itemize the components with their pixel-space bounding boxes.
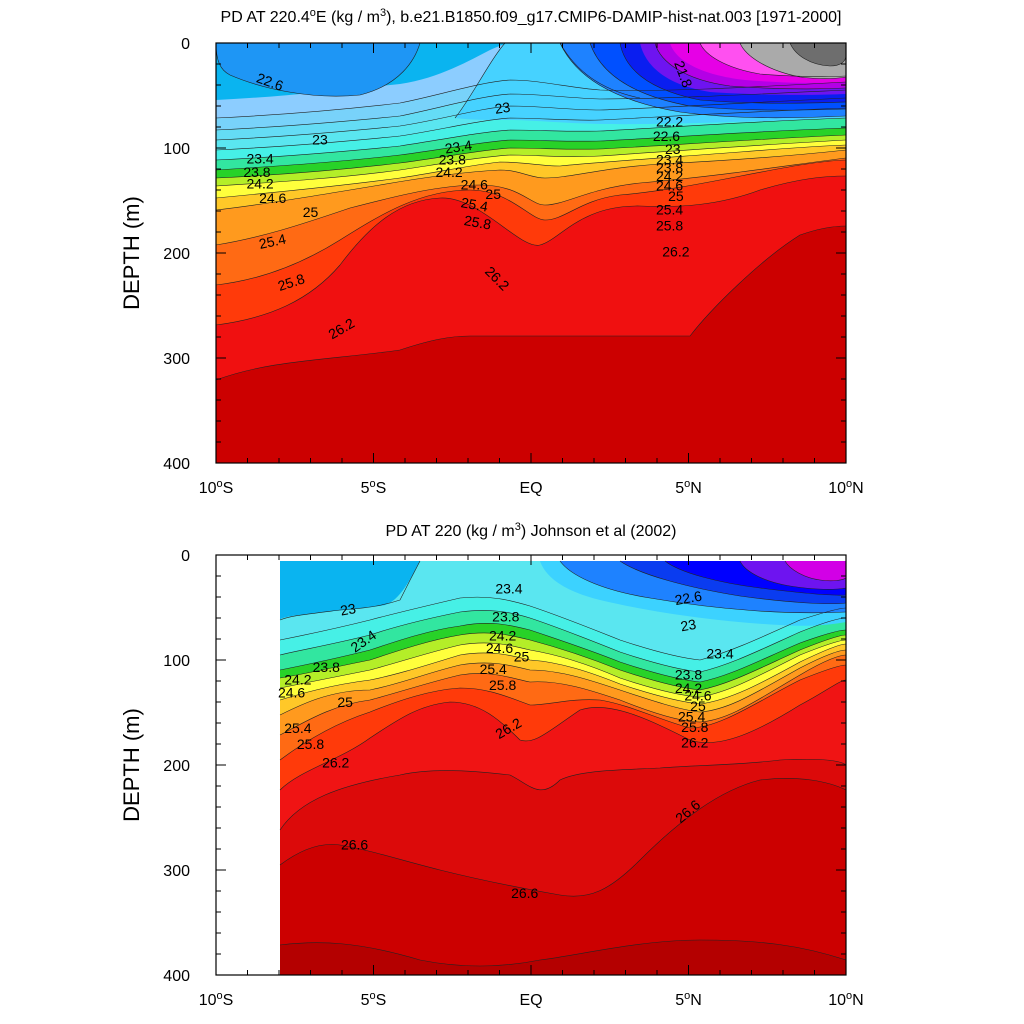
bottom-contour-label: 25.4 xyxy=(678,708,705,724)
bottom-x-tick-label: 10oN xyxy=(828,990,863,1009)
top-y-tick-label: 0 xyxy=(181,36,190,53)
top-x-tick-label: 5oS xyxy=(361,478,387,497)
bottom-x-tick-label: 10oS xyxy=(199,990,234,1009)
bottom-contour-label: 24.6 xyxy=(278,684,305,700)
bottom-x-tick-label: 5oS xyxy=(361,990,387,1009)
top-contour-label: 22.6 xyxy=(653,128,680,144)
bottom-contour-label: 22.6 xyxy=(673,588,703,609)
bottom-contour-label: 25.4 xyxy=(284,720,311,736)
bottom-y-tick-label: 400 xyxy=(163,968,190,985)
top-contour-label: 23 xyxy=(494,99,512,117)
bottom-contour-label: 23.8 xyxy=(675,666,702,682)
top-contour-labels: 22.6232323.423.824.224.62525.425.826.223… xyxy=(243,59,695,343)
bottom-panel: PD AT 220 (kg / m3) Johnson et al (2002) xyxy=(119,521,864,1009)
bottom-axes: 10oS 5oS EQ 5oN 10oN 0 100 200 300 400 xyxy=(163,548,863,1009)
top-contour-label: 25.8 xyxy=(656,217,683,233)
top-axes: 10oS 5oS EQ 5oN 10oN 0 100 200 300 400 xyxy=(163,36,863,497)
bottom-y-tick-label: 0 xyxy=(181,548,190,565)
bottom-contour-label: 23 xyxy=(339,600,357,618)
bottom-contour-label: 24.2 xyxy=(675,680,702,696)
bottom-contour-labels: 2323.423.824.224.62525.425.826.226.623.4… xyxy=(278,580,734,901)
top-panel-title: PD AT 220.4oE (kg / m3), b.e21.B1850.f09… xyxy=(221,7,842,26)
top-contour-label: 24.2 xyxy=(435,164,462,180)
bottom-x-tick-label: EQ xyxy=(519,992,542,1009)
top-contour-fill xyxy=(216,43,846,463)
bottom-x-tick-label: 5oN xyxy=(675,990,702,1009)
bband-cyan xyxy=(280,561,420,620)
bottom-contour-label: 25.4 xyxy=(480,661,507,677)
top-contour-label: 26.2 xyxy=(662,244,689,260)
top-contour-label: 23 xyxy=(312,131,328,147)
top-contour-label: 25 xyxy=(485,186,501,202)
top-x-tick-label: 5oN xyxy=(675,478,702,497)
band-grey-dark xyxy=(790,43,846,66)
bottom-contour-label: 23.4 xyxy=(706,645,733,661)
top-contour-label: 23.4 xyxy=(444,137,473,157)
top-contour-label: 23.4 xyxy=(246,150,273,166)
bottom-contour-label: 26.2 xyxy=(322,755,349,771)
bottom-y-tick-label: 200 xyxy=(163,758,190,775)
top-contour-label: 24.2 xyxy=(246,175,273,191)
bottom-contour-label: 24.6 xyxy=(486,640,513,656)
bottom-contour-label: 25 xyxy=(514,649,530,665)
bottom-contour-label: 24.2 xyxy=(489,628,516,644)
top-x-tick-label: 10oS xyxy=(199,478,234,497)
bband-magenta xyxy=(785,561,846,581)
top-contour-label: 25 xyxy=(668,188,684,204)
bottom-contour-label: 26.6 xyxy=(511,885,538,901)
top-contour-lines xyxy=(216,43,846,381)
top-contour-label: 23.8 xyxy=(243,164,270,180)
bottom-contour-label: 26.6 xyxy=(341,837,368,853)
top-y-axis-label: DEPTH (m) xyxy=(119,196,144,310)
top-contour-label: 25.8 xyxy=(463,212,493,233)
bottom-contour-label: 24.2 xyxy=(284,672,311,688)
top-contour-label: 23 xyxy=(665,141,681,157)
bottom-contour-label: 24.6 xyxy=(684,687,711,703)
top-contour-label: 25 xyxy=(303,204,319,220)
bottom-contour-label: 25.8 xyxy=(489,677,516,693)
top-y-tick-label: 300 xyxy=(163,351,190,368)
top-contour-label: 24.2 xyxy=(656,168,683,184)
bottom-y-axis-label: DEPTH (m) xyxy=(119,708,144,822)
top-contour-label: 25.4 xyxy=(460,194,490,215)
bottom-contour-label: 25.8 xyxy=(297,736,324,752)
top-contour-label: 22.2 xyxy=(656,114,683,130)
top-y-tick-label: 100 xyxy=(163,141,190,158)
bottom-contour-label: 26.2 xyxy=(681,735,708,751)
bottom-contour-label: 23.8 xyxy=(313,659,340,675)
bottom-contour-label: 25 xyxy=(690,698,706,714)
top-contour-label: 25.4 xyxy=(257,231,287,252)
top-contour-label: 23.4 xyxy=(656,151,683,167)
top-x-tick-label: 10oN xyxy=(828,478,863,497)
top-contour-label: 25.4 xyxy=(656,202,683,218)
pool-22-6 xyxy=(216,43,420,97)
bottom-contour-label: 23.4 xyxy=(495,580,522,596)
top-y-tick-label: 200 xyxy=(163,246,190,263)
bottom-contour-label: 23 xyxy=(679,616,697,634)
bottom-contour-label: 25.8 xyxy=(681,719,708,735)
top-contour-label: 23.8 xyxy=(656,160,683,176)
top-y-tick-label: 400 xyxy=(163,456,190,473)
top-panel: PD AT 220.4oE (kg / m3), b.e21.B1850.f09… xyxy=(119,7,864,497)
top-x-tick-label: EQ xyxy=(519,480,542,497)
bottom-panel-title: PD AT 220 (kg / m3) Johnson et al (2002) xyxy=(385,521,676,540)
bottom-contour-label: 23.8 xyxy=(492,609,519,625)
bottom-y-tick-label: 300 xyxy=(163,863,190,880)
bottom-contour-fill xyxy=(280,561,846,975)
top-contour-label: 24.6 xyxy=(259,190,286,206)
bottom-contour-label: 25 xyxy=(337,694,353,710)
bottom-y-tick-label: 100 xyxy=(163,653,190,670)
top-contour-label: 24.6 xyxy=(461,177,488,193)
top-contour-label: 24.6 xyxy=(656,178,683,194)
bottom-contour-lines xyxy=(279,560,846,967)
top-contour-label: 23.8 xyxy=(439,151,466,167)
